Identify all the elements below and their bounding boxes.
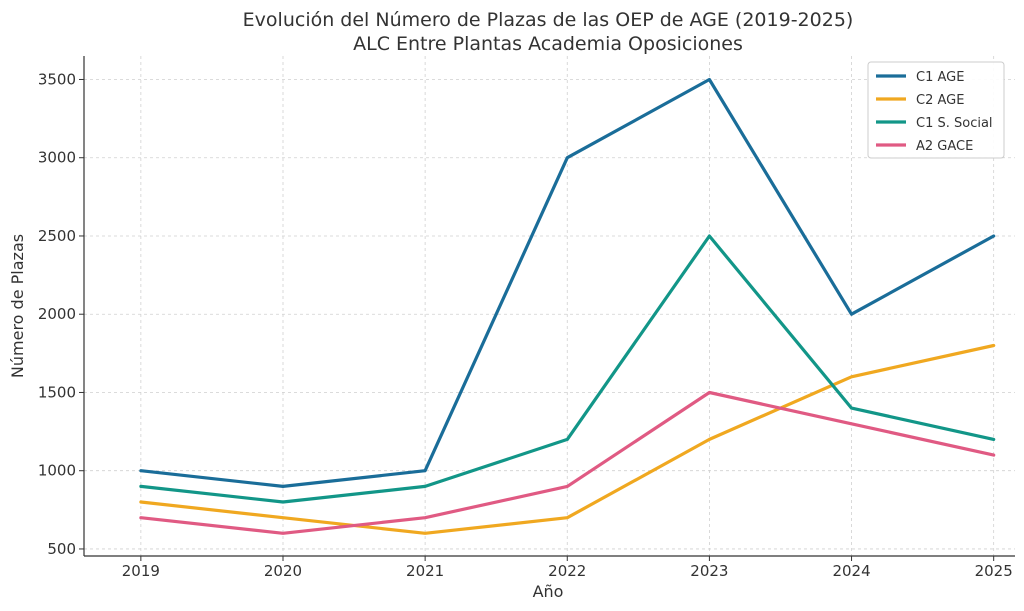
- x-tick-label: 2021: [406, 562, 444, 580]
- y-tick-label: 1500: [38, 383, 76, 401]
- x-tick-label: 2025: [975, 562, 1013, 580]
- legend-box: [867, 61, 1005, 159]
- y-tick-label: 3000: [38, 149, 76, 167]
- x-tick-label: 2024: [832, 562, 870, 580]
- series-lines: [139, 77, 996, 535]
- series-line-c2-age: [139, 343, 996, 535]
- y-tick-label: 2000: [38, 305, 76, 323]
- y-ticks: 500 1000 1500 2000 2500 3000 3500: [38, 70, 84, 558]
- x-axis-label: Año: [533, 582, 564, 601]
- legend-label: C1 AGE: [916, 70, 964, 85]
- series-line-c1-age: [139, 77, 996, 488]
- y-tick-label: 2500: [38, 227, 76, 245]
- y-axis-label: Número de Plazas: [8, 234, 27, 378]
- x-tick-label: 2023: [690, 562, 728, 580]
- x-tick-label: 2022: [548, 562, 586, 580]
- x-tick-label: 2019: [122, 562, 160, 580]
- legend-label: C2 AGE: [916, 93, 964, 108]
- legend-label: C1 S. Social: [916, 116, 993, 131]
- series-line-a2-gace: [139, 390, 996, 535]
- series-line-c1-s-social: [139, 234, 996, 504]
- x-ticks: 2019 2020 2021 2022 2023 2024 2025: [122, 556, 1013, 580]
- chart-title: Evolución del Número de Plazas de las OE…: [243, 9, 854, 31]
- y-tick-label: 1000: [38, 462, 76, 480]
- y-tick-label: 3500: [38, 70, 76, 88]
- grid: [84, 56, 1015, 556]
- legend: C1 AGE C2 AGE C1 S. Social A2 GACE: [867, 61, 1005, 159]
- x-tick-label: 2020: [264, 562, 302, 580]
- axes: [83, 56, 1015, 557]
- y-tick-label: 500: [47, 540, 76, 558]
- legend-label: A2 GACE: [916, 139, 973, 154]
- chart-subtitle: ALC Entre Plantas Academia Oposiciones: [353, 33, 743, 55]
